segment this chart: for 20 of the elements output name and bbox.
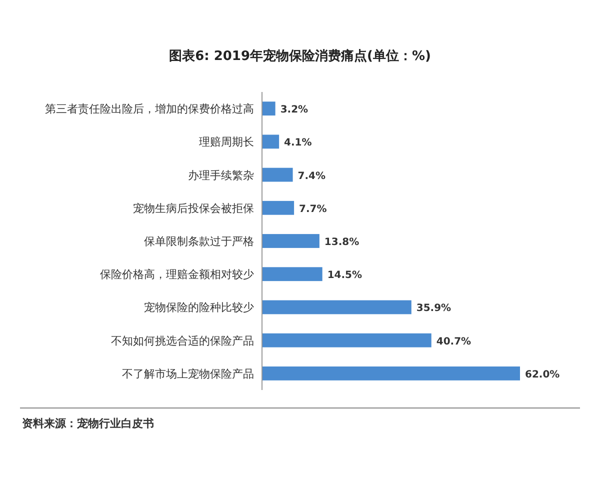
y-tick-label: 第三者责任险出险后，增加的保费价格过高 — [45, 102, 254, 116]
data-label: 7.4% — [298, 170, 326, 182]
data-label: 7.7% — [299, 204, 327, 215]
y-tick-label: 不知如何挑选合适的保险产品 — [111, 334, 254, 348]
data-label: 35.9% — [416, 303, 452, 314]
data-label: 13.8% — [324, 237, 360, 248]
data-label: 62.0% — [525, 369, 560, 380]
y-tick-label: 不了解市场上宠物保险产品 — [122, 367, 254, 380]
text: 资料来源：宠物行业白皮书 — [22, 417, 154, 430]
data-label: 40.7% — [436, 336, 472, 348]
y-tick-label: 理赔周期长 — [199, 136, 254, 149]
data-label: 3.2% — [280, 104, 308, 116]
y-tick-label: 宠物生病后投保会被拒保 — [133, 202, 254, 215]
y-tick-label: 保单限制条款过于严格 — [144, 235, 254, 248]
data-label: 4.1% — [284, 138, 312, 149]
data-label: 14.5% — [327, 270, 362, 282]
y-tick-label: 办理手续繁杂 — [188, 168, 254, 182]
chart-title: 图表6: 2019年宠物保险消费痛点(单位：%) — [169, 48, 431, 64]
y-tick-label: 保险价格高，理赔金额相对较少 — [100, 268, 254, 282]
y-tick-label: 宠物保险的险种比较少 — [144, 301, 254, 314]
